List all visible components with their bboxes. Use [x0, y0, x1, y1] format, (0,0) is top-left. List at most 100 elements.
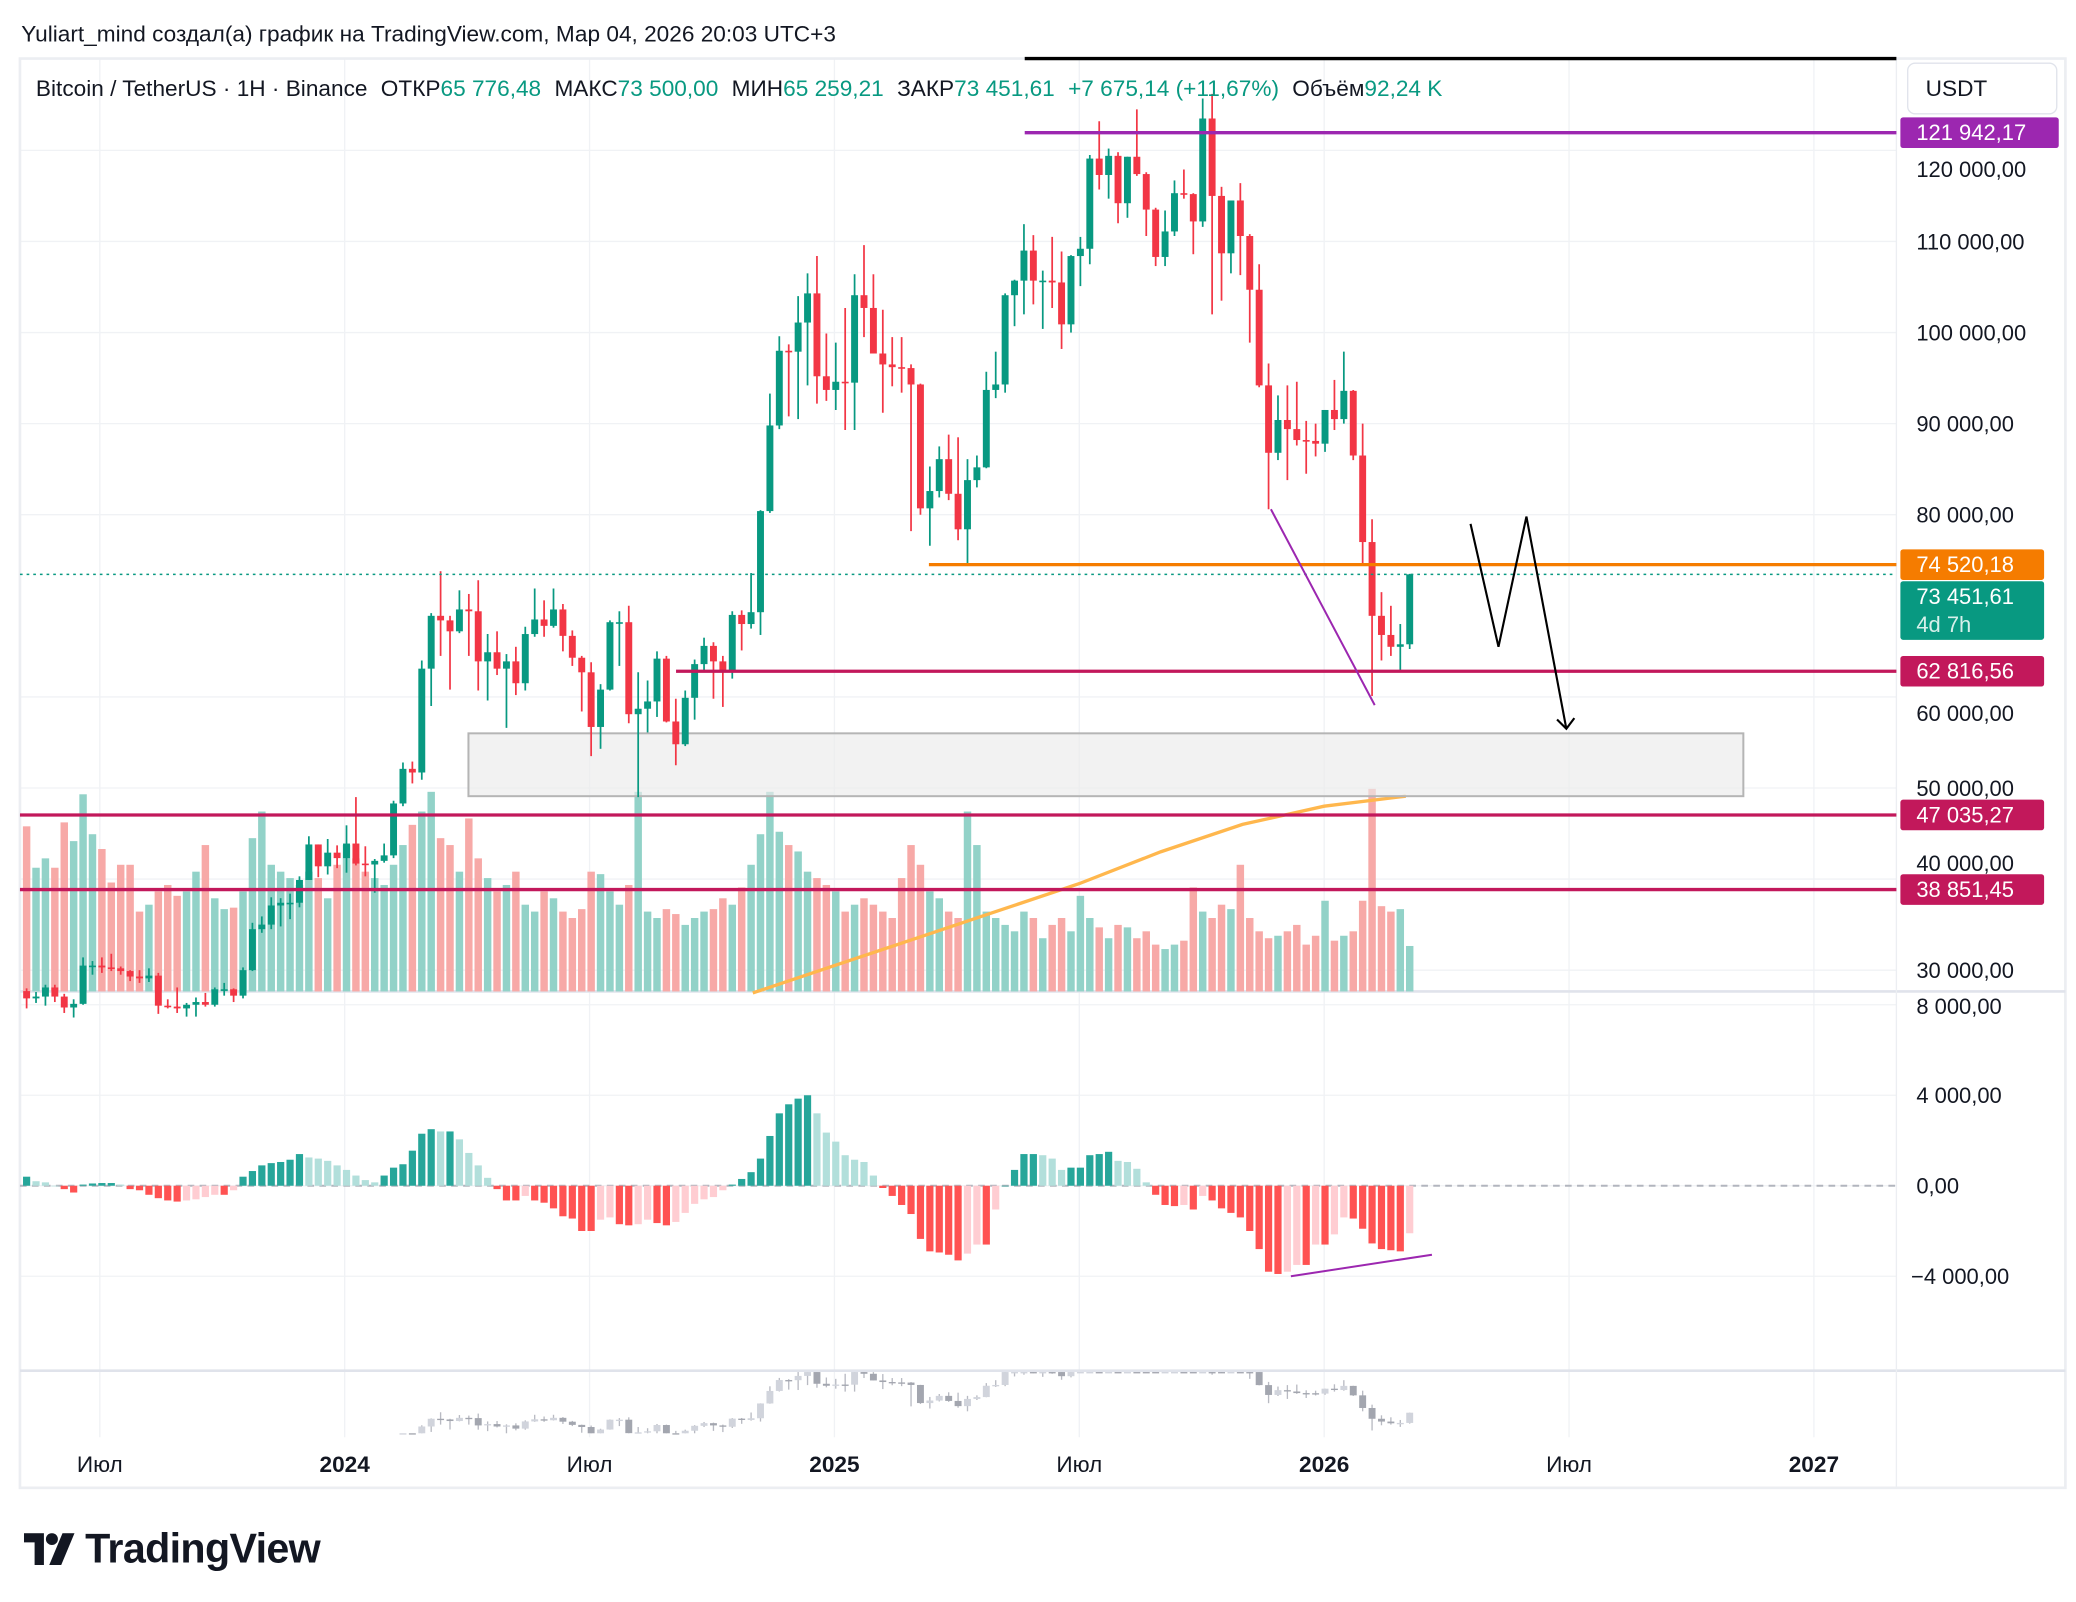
candle-body — [465, 609, 473, 612]
volume-bar — [794, 851, 802, 992]
volume-bar — [295, 884, 304, 992]
compare-candle — [860, 1372, 868, 1374]
candle-body — [757, 511, 764, 613]
trendline[interactable] — [1270, 508, 1376, 706]
macd-divergence-line[interactable] — [1290, 1253, 1433, 1278]
compare-candle — [709, 1423, 717, 1426]
candle-body — [136, 976, 143, 979]
candle-body — [201, 1002, 209, 1005]
macd-bar — [662, 1185, 671, 1226]
candle — [851, 274, 859, 431]
candle — [804, 273, 812, 386]
candle-body — [1114, 155, 1122, 204]
candle-body — [568, 635, 576, 658]
candle-body — [455, 609, 463, 632]
macd-bar — [634, 1185, 642, 1225]
candle — [277, 898, 285, 927]
candle — [117, 966, 125, 975]
candle-body — [173, 1006, 181, 1009]
macd-bar — [785, 1104, 793, 1186]
price-axis[interactable]: 120 000,00 110 000,00 100 000,00 90 000,00 8… — [1911, 157, 2026, 1289]
candle — [935, 446, 943, 498]
macd-bar — [493, 1185, 501, 1190]
macd-bar — [418, 1133, 426, 1186]
volume-bar — [1029, 918, 1038, 992]
macd-bar — [230, 1185, 238, 1191]
macd-bar — [822, 1132, 830, 1186]
candle — [1255, 264, 1263, 388]
volume-bar — [164, 884, 172, 992]
macd-bar — [681, 1185, 689, 1213]
volume-bar — [1377, 906, 1386, 992]
candle-body — [192, 1002, 200, 1005]
candle — [794, 296, 802, 420]
candle — [1020, 224, 1028, 315]
candle — [371, 859, 379, 893]
macd-bar — [578, 1185, 586, 1231]
compare-candle — [465, 1417, 473, 1420]
compare-candle — [888, 1382, 896, 1384]
horizontal-levels[interactable] — [19, 131, 1897, 892]
candle — [1189, 193, 1197, 255]
candle-body — [1321, 409, 1329, 444]
candle-body — [606, 622, 614, 690]
time-axis[interactable]: Июл 2024 Июл 2025 Июл 2026 Июл 2027 — [77, 1452, 1839, 1477]
volume-bar — [672, 914, 680, 992]
price-zone[interactable] — [467, 732, 1745, 798]
candle — [1039, 270, 1047, 329]
price-tick-label: 110 000,00 — [1916, 229, 2024, 254]
macd-bar — [1255, 1185, 1263, 1250]
volume-bar — [399, 845, 407, 992]
price-labels: 121 942,17 62 816,56 47 035,27 38 851,45 74 … — [1900, 117, 2059, 905]
candle-body — [709, 645, 717, 662]
macd-bar — [1387, 1185, 1395, 1251]
price-tick-label: 90 000,00 — [1916, 412, 2014, 437]
candle-body — [1048, 280, 1056, 283]
candle — [455, 590, 463, 634]
compare-candle — [427, 1418, 435, 1427]
price-tick-label: 30 000,00 — [1916, 958, 2014, 983]
symbol-title[interactable]: Bitcoin / TetherUS · 1H · Binance — [35, 75, 368, 102]
tradingview-logo[interactable]: TradingView — [23, 1525, 321, 1573]
candle — [201, 992, 209, 1007]
compare-candle — [493, 1424, 501, 1427]
volume-bar — [229, 907, 238, 992]
macd-bar — [860, 1161, 868, 1186]
volume-bar — [1039, 938, 1047, 992]
candle-body — [559, 609, 567, 636]
candle-body — [625, 622, 633, 715]
compare-candle — [964, 1398, 971, 1407]
volume-bar — [1123, 927, 1132, 992]
support-zone-rectangle[interactable] — [467, 732, 1745, 798]
macd-bar — [606, 1185, 614, 1218]
volume-bar — [1095, 927, 1103, 992]
candle-body — [822, 376, 830, 390]
macd-bar — [1312, 1185, 1320, 1245]
currency-button[interactable]: USDT — [1907, 62, 2058, 115]
macd-bar — [549, 1185, 558, 1209]
volume-bar — [766, 791, 774, 992]
volume-bar — [681, 924, 689, 992]
candle — [484, 634, 492, 701]
candle-body — [945, 459, 953, 494]
candle — [1001, 293, 1009, 393]
compare-candle — [1199, 1372, 1207, 1374]
candle-body — [305, 844, 313, 880]
price-tick-label: 100 000,00 — [1916, 321, 2026, 346]
candle-body — [1274, 419, 1282, 453]
candle-body — [540, 619, 548, 626]
volume-bar — [389, 864, 398, 992]
candle — [672, 698, 680, 766]
volume-bar — [342, 845, 351, 992]
drawings[interactable] — [1024, 56, 1897, 1278]
macd-bar — [1359, 1185, 1367, 1229]
candle — [757, 510, 764, 635]
level-label-3-box — [1900, 799, 2045, 831]
candle — [1406, 573, 1414, 649]
candle — [521, 626, 529, 691]
compare-candle — [728, 1418, 736, 1427]
projection-path[interactable] — [1469, 516, 1568, 729]
compare-candle — [879, 1380, 887, 1383]
volume-bar — [1227, 909, 1235, 992]
